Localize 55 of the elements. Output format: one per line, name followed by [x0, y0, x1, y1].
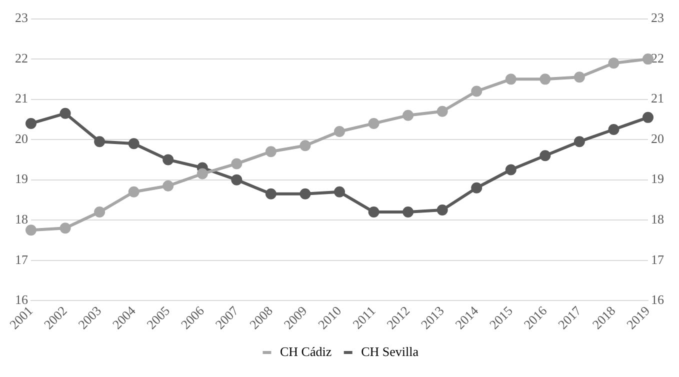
point	[300, 188, 311, 200]
point	[436, 106, 448, 117]
point	[505, 164, 516, 176]
x-tick-label: 2011	[350, 303, 378, 332]
point	[608, 58, 620, 69]
point	[368, 206, 380, 218]
point	[642, 112, 654, 123]
point	[26, 118, 36, 129]
y2-tick-label: 17	[651, 252, 664, 267]
y2-tick-label: 21	[651, 90, 664, 106]
point	[368, 118, 380, 129]
point	[60, 222, 71, 234]
point	[162, 154, 174, 166]
point	[94, 206, 106, 218]
y-tick-label: 20	[15, 130, 28, 146]
point	[540, 74, 551, 85]
point	[94, 136, 106, 148]
legend-label: CH Sevilla	[361, 344, 419, 359]
point	[300, 140, 311, 152]
point	[402, 206, 414, 218]
point	[196, 168, 208, 180]
point	[334, 186, 345, 198]
y-tick-label: 16	[15, 292, 28, 308]
point	[540, 150, 551, 162]
y-tick-label: 17	[15, 252, 28, 267]
y2-tick-label: 20	[651, 130, 664, 146]
point	[128, 186, 140, 198]
point	[26, 224, 36, 236]
point	[471, 182, 482, 194]
point	[436, 204, 448, 216]
point	[231, 174, 242, 186]
point	[574, 72, 585, 83]
y-tick-label: 19	[15, 171, 28, 186]
point	[265, 146, 276, 158]
point	[162, 180, 174, 192]
point	[505, 74, 516, 85]
y2-tick-label: 16	[651, 292, 664, 308]
y-tick-label: 18	[15, 211, 28, 226]
y2-tick-label: 23	[651, 10, 664, 26]
y2-tick-label: 22	[651, 50, 664, 66]
point	[402, 110, 414, 121]
legend-label: CH Cádiz	[280, 344, 332, 359]
point	[60, 108, 71, 119]
point	[128, 138, 140, 150]
y2-tick-label: 18	[651, 211, 664, 226]
y2-tick-label: 19	[651, 171, 664, 186]
y-tick-label: 21	[15, 90, 28, 106]
y-tick-label: 22	[15, 50, 28, 66]
point	[471, 86, 482, 97]
point	[265, 188, 276, 200]
point	[231, 158, 242, 170]
point	[574, 136, 585, 148]
point	[334, 126, 345, 138]
point	[608, 124, 620, 135]
y-tick-label: 23	[15, 10, 28, 26]
